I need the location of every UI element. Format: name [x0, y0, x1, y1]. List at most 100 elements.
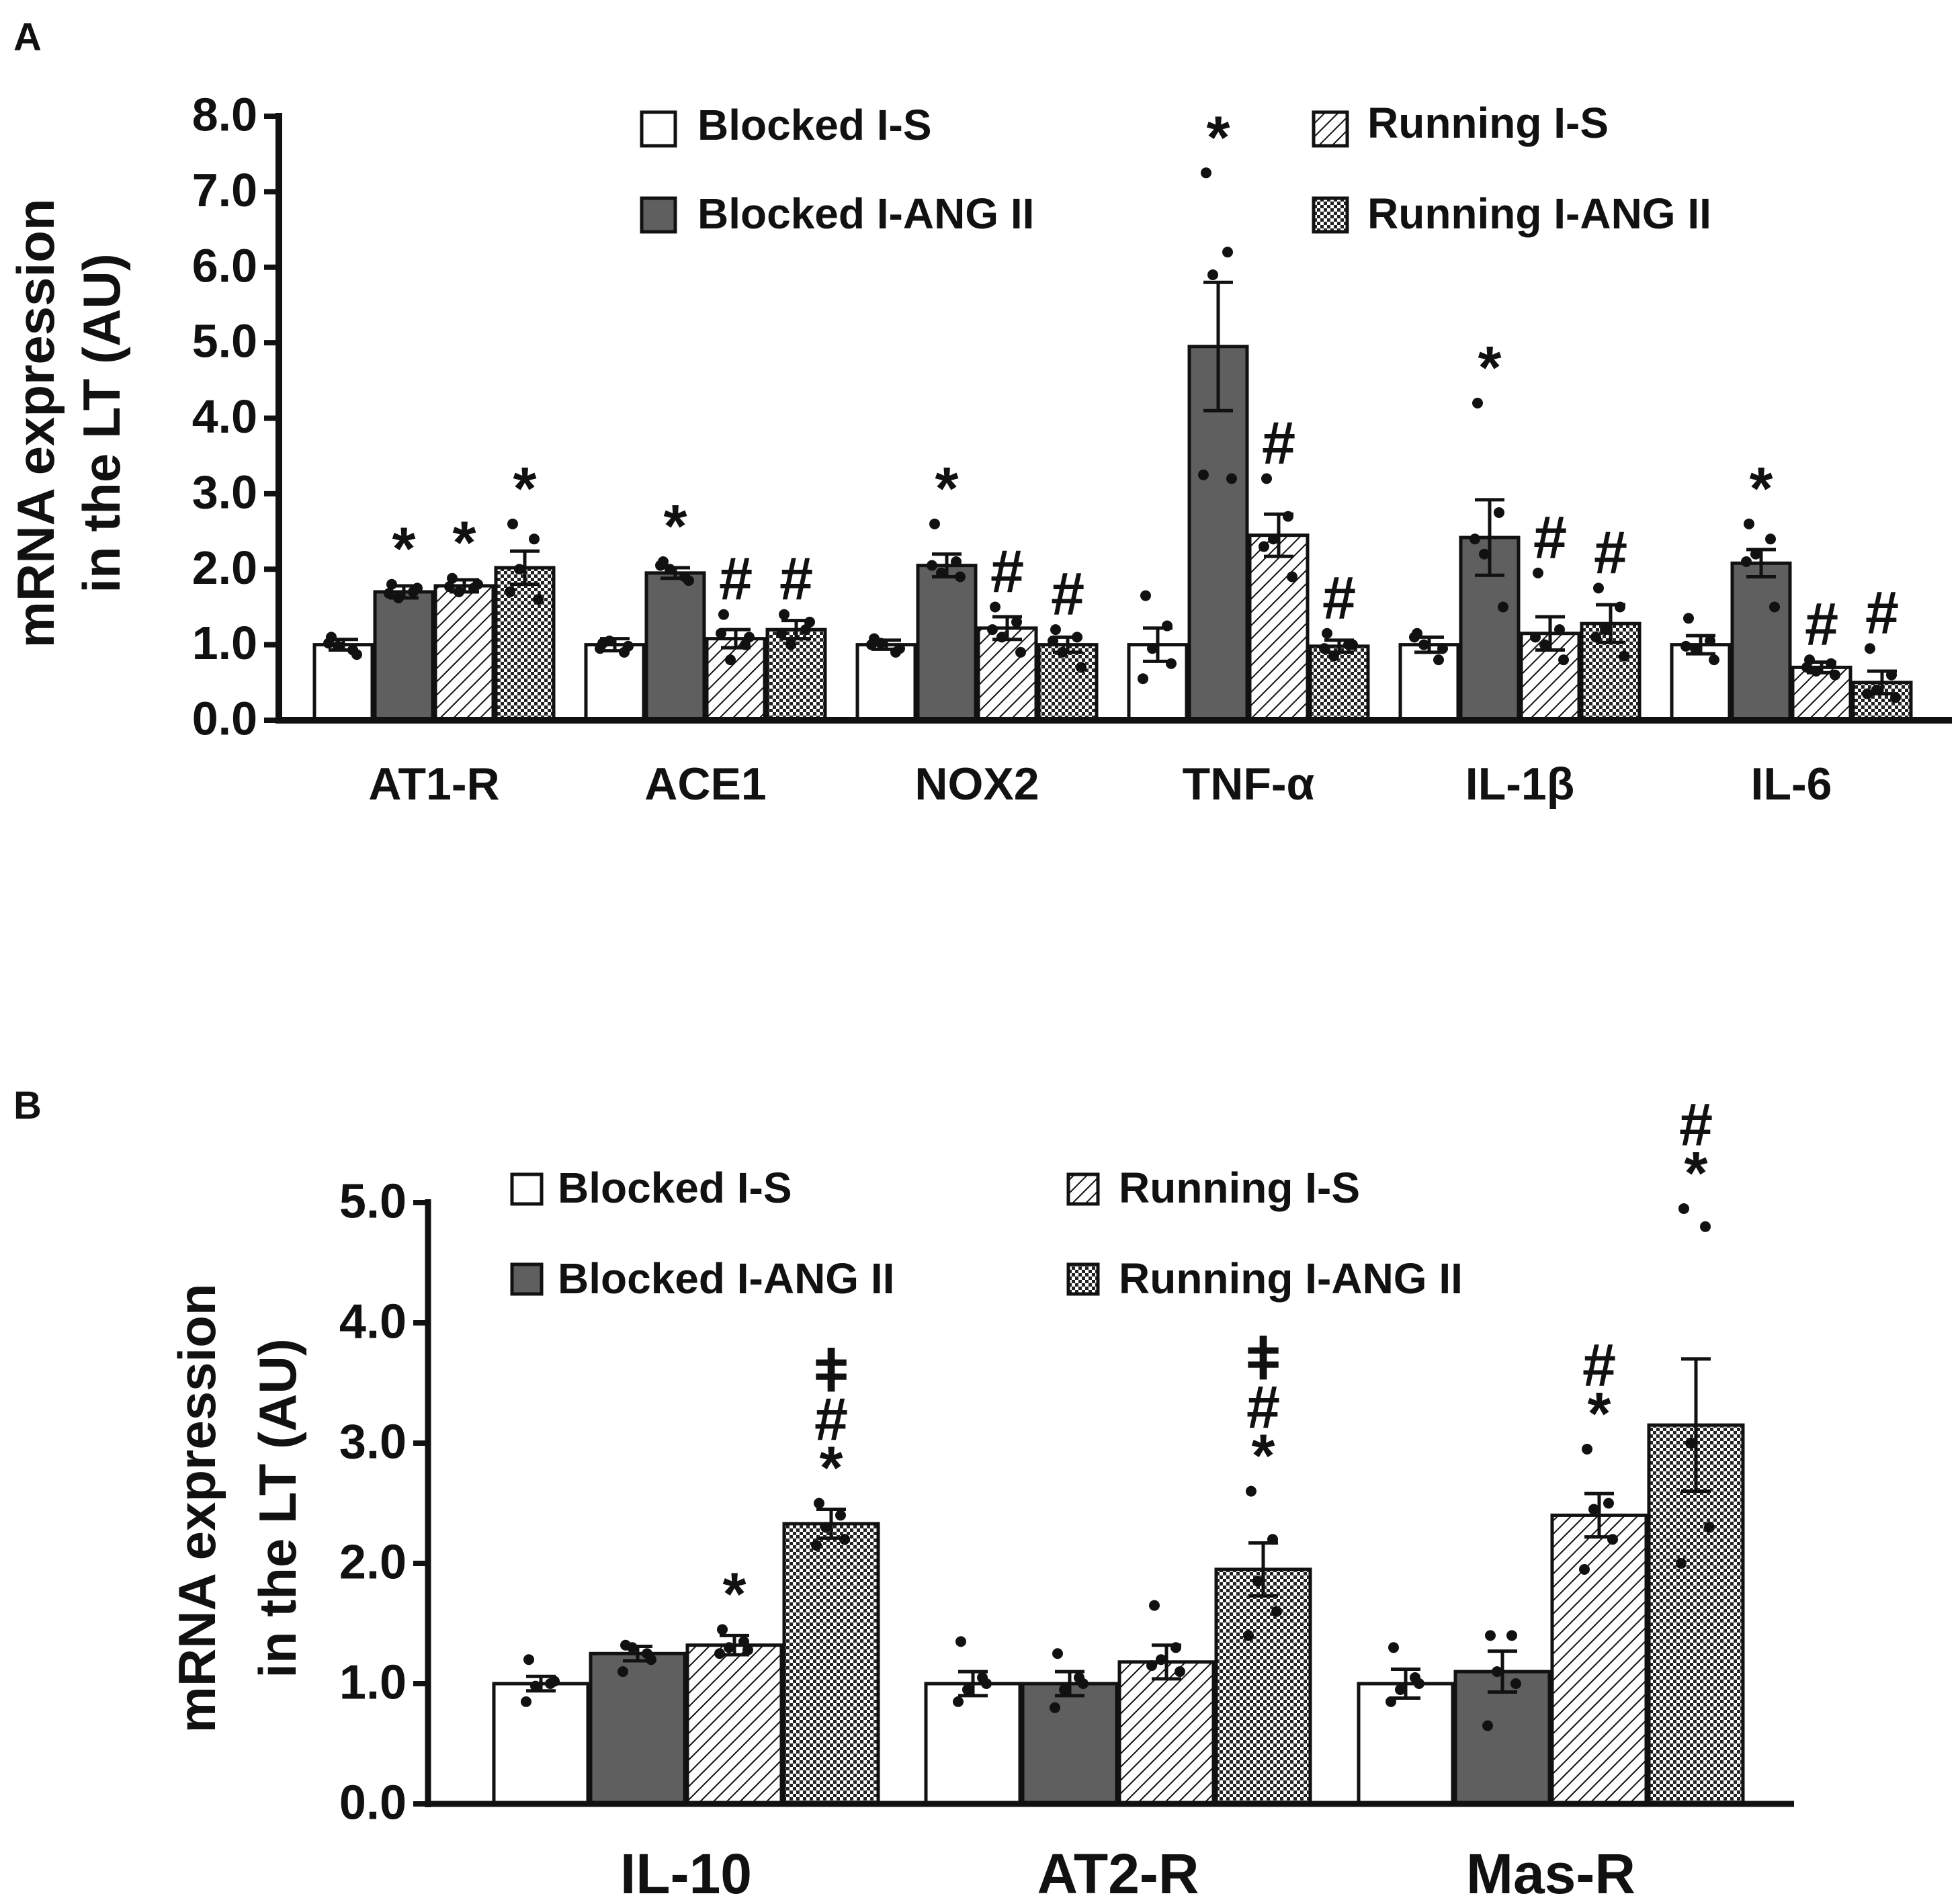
- panel-b-ylabel-line1: mRNA expression: [167, 1284, 226, 1733]
- data-point: [617, 1666, 628, 1678]
- significance-mark: #: [1805, 591, 1838, 658]
- data-point: [523, 1654, 534, 1665]
- legend-label: Blocked I-S: [697, 101, 932, 149]
- data-point: [384, 588, 394, 599]
- data-point: [646, 1654, 656, 1665]
- legend-label: Blocked I-ANG II: [697, 189, 1034, 238]
- data-point: [665, 564, 675, 575]
- significance-mark: ǂ: [814, 1338, 849, 1405]
- significance-mark: #: [1594, 519, 1627, 587]
- data-point: [1198, 469, 1209, 480]
- bar: [924, 1682, 1022, 1806]
- legend-blocked-i-s: Blocked I-S: [640, 101, 932, 149]
- data-point: [1418, 639, 1429, 650]
- data-point: [742, 1644, 753, 1655]
- data-point: [1685, 1438, 1696, 1448]
- data-point: [1593, 582, 1604, 594]
- data-point: [1506, 1630, 1517, 1641]
- y-tick-label: 8.0: [192, 89, 257, 141]
- bar: [1670, 643, 1732, 722]
- data-point: [936, 567, 947, 578]
- significance-mark: #: [1582, 1332, 1616, 1399]
- data-point: [1222, 247, 1233, 258]
- data-point: [333, 640, 343, 652]
- data-point: [444, 581, 455, 593]
- panel-a-y-axis-label: mRNA expression in the LT (AU): [6, 199, 131, 648]
- significance-mark: #: [1865, 580, 1899, 647]
- x-category-label: NOX2: [914, 759, 1039, 810]
- data-point: [1050, 624, 1061, 636]
- legend-label: Running I-ANG II: [1367, 189, 1711, 238]
- data-point: [1076, 662, 1086, 673]
- legend-label: Running I-S: [1119, 1164, 1360, 1212]
- panel-a-ylabel-line1: mRNA expression: [6, 199, 65, 648]
- data-point: [1890, 692, 1901, 703]
- bar: [1730, 561, 1792, 722]
- data-point: [521, 1696, 531, 1707]
- data-point: [714, 1648, 725, 1659]
- data-point: [1683, 613, 1694, 624]
- significance-mark: *: [1587, 1381, 1611, 1448]
- significance-mark: *: [452, 510, 476, 577]
- data-point: [472, 578, 483, 590]
- y-tick-label: 1.0: [192, 617, 257, 669]
- data-point: [955, 1636, 966, 1647]
- y-tick-label: 4.0: [339, 1295, 407, 1348]
- data-point: [779, 609, 790, 620]
- data-point: [1498, 601, 1508, 613]
- significance-mark: #: [814, 1387, 848, 1454]
- significance-mark: #: [1051, 561, 1084, 628]
- data-point: [1048, 636, 1058, 647]
- data-point: [724, 1642, 734, 1653]
- y-tick-label: 3.0: [339, 1415, 407, 1469]
- data-point: [1680, 640, 1691, 652]
- data-point: [1322, 628, 1332, 639]
- bar: [492, 1682, 590, 1806]
- significance-mark: *: [663, 493, 687, 560]
- data-point: [1328, 650, 1339, 662]
- data-point: [1011, 616, 1022, 628]
- significance-mark: ǂ: [1246, 1326, 1281, 1393]
- panel-a-plot: * * * * * * * # # # # # * # # # # #0.0 1.0 2.0 3.0 4.0 5.0 6.0 7…: [192, 89, 1952, 810]
- data-point: [1554, 624, 1565, 636]
- significance-mark: #: [779, 546, 813, 613]
- panel-a-label: A: [13, 15, 42, 59]
- data-point: [1700, 1221, 1711, 1232]
- data-point: [323, 638, 334, 649]
- bar: [373, 590, 435, 722]
- data-point: [530, 1680, 541, 1692]
- legend-running-i-s: Running I-S: [1312, 99, 1609, 148]
- y-tick-label: 4.0: [192, 390, 257, 443]
- data-point: [1052, 1648, 1063, 1659]
- legend-label: Blocked I-ANG II: [558, 1254, 894, 1303]
- bar: [494, 566, 556, 722]
- significance-mark: *: [1251, 1423, 1275, 1490]
- data-point: [595, 643, 605, 654]
- data-point: [1386, 1696, 1396, 1707]
- x-category-label: Mas-R: [1466, 1842, 1635, 1904]
- data-point: [1414, 1678, 1424, 1689]
- data-point: [1765, 533, 1776, 545]
- data-point: [1479, 548, 1490, 560]
- bar: [312, 643, 374, 722]
- data-point: [996, 632, 1007, 643]
- significance-mark: *: [1749, 456, 1773, 523]
- data-point: [1149, 1600, 1160, 1611]
- data-point: [1170, 1642, 1181, 1653]
- data-point: [1494, 507, 1504, 518]
- data-point: [1539, 639, 1550, 650]
- data-point: [866, 639, 877, 650]
- data-point: [1283, 511, 1293, 522]
- data-point: [1138, 673, 1148, 685]
- data-point: [393, 592, 404, 603]
- data-point: [1147, 643, 1158, 654]
- bar: [1308, 644, 1370, 722]
- bar: [855, 643, 917, 722]
- bar: [1248, 533, 1310, 722]
- data-point: [738, 1636, 749, 1647]
- data-point: [1469, 533, 1480, 545]
- data-point: [718, 609, 729, 620]
- bar: [584, 643, 646, 722]
- data-point: [1558, 654, 1569, 666]
- data-point: [533, 594, 544, 605]
